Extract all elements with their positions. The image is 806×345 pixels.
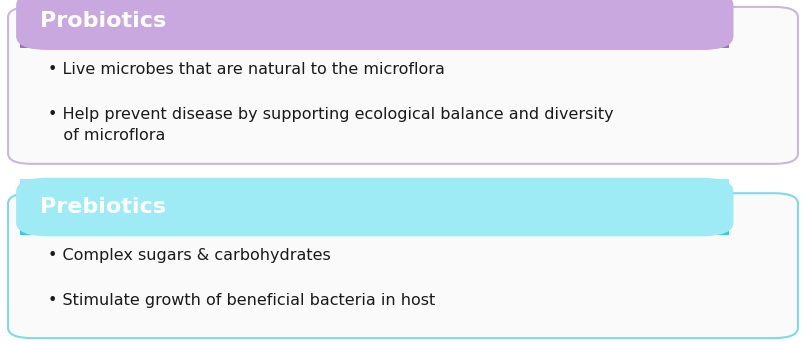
Bar <box>20 39 729 40</box>
Bar <box>20 34 729 36</box>
Bar <box>20 221 729 222</box>
Bar <box>20 188 729 189</box>
Bar <box>20 228 729 229</box>
Bar <box>20 0 729 1</box>
Bar <box>20 217 729 218</box>
Bar <box>20 210 729 211</box>
Bar <box>20 12 729 14</box>
FancyBboxPatch shape <box>16 0 733 50</box>
Bar <box>20 41 729 43</box>
FancyBboxPatch shape <box>8 193 798 338</box>
Bar <box>20 213 729 214</box>
Bar <box>20 186 729 188</box>
Bar <box>20 196 729 197</box>
Bar <box>20 23 729 25</box>
Bar <box>20 29 729 30</box>
Bar <box>20 14 729 15</box>
Bar <box>20 28 729 29</box>
Text: Probiotics: Probiotics <box>40 11 167 31</box>
Bar <box>20 15 729 17</box>
Bar <box>20 201 729 203</box>
Bar <box>20 17 729 18</box>
Bar <box>20 43 729 44</box>
Bar <box>20 224 729 225</box>
Bar <box>20 229 729 230</box>
Bar <box>20 33 729 34</box>
Bar <box>20 218 729 219</box>
Bar <box>20 226 729 228</box>
Text: • Live microbes that are natural to the microflora: • Live microbes that are natural to the … <box>48 62 445 77</box>
Bar <box>20 21 729 22</box>
Bar <box>20 232 729 233</box>
Bar <box>20 7 729 8</box>
Bar <box>20 208 729 210</box>
Bar <box>20 184 729 185</box>
Bar <box>20 197 729 199</box>
Bar <box>20 25 729 26</box>
Bar <box>20 4 729 6</box>
Bar <box>20 195 729 196</box>
Bar <box>20 200 729 201</box>
Bar <box>20 179 729 181</box>
Bar <box>20 185 729 186</box>
Bar <box>20 182 729 184</box>
Bar <box>20 199 729 200</box>
Bar <box>20 44 729 46</box>
Bar <box>20 32 729 33</box>
Bar <box>20 219 729 221</box>
Bar <box>20 10 729 11</box>
Bar <box>20 190 729 192</box>
Bar <box>20 222 729 224</box>
Bar <box>20 214 729 215</box>
Text: • Help prevent disease by supporting ecological balance and diversity
   of micr: • Help prevent disease by supporting eco… <box>48 107 614 143</box>
Bar <box>20 189 729 190</box>
Bar <box>20 206 729 207</box>
Bar <box>20 203 729 204</box>
Bar <box>20 36 729 37</box>
Bar <box>20 11 729 12</box>
Bar <box>20 1 729 3</box>
Bar <box>20 26 729 28</box>
Bar <box>20 46 729 47</box>
Bar <box>20 181 729 182</box>
Bar <box>20 211 729 213</box>
FancyBboxPatch shape <box>16 178 733 236</box>
Bar <box>20 6 729 7</box>
Text: • Complex sugars & carbohydrates: • Complex sugars & carbohydrates <box>48 248 331 263</box>
FancyBboxPatch shape <box>8 7 798 164</box>
Bar <box>20 8 729 10</box>
Bar <box>20 3 729 4</box>
Bar <box>20 233 729 235</box>
Bar <box>20 40 729 41</box>
Text: • Stimulate growth of beneficial bacteria in host: • Stimulate growth of beneficial bacteri… <box>48 293 435 308</box>
Text: Prebiotics: Prebiotics <box>40 197 166 217</box>
Bar <box>20 204 729 206</box>
Bar <box>20 18 729 19</box>
Bar <box>20 225 729 226</box>
Bar <box>20 192 729 193</box>
Bar <box>20 22 729 23</box>
Bar <box>20 230 729 232</box>
Bar <box>20 193 729 195</box>
Bar <box>20 30 729 32</box>
Bar <box>20 37 729 39</box>
Bar <box>20 19 729 21</box>
Bar <box>20 215 729 217</box>
Bar <box>20 47 729 48</box>
Bar <box>20 207 729 208</box>
